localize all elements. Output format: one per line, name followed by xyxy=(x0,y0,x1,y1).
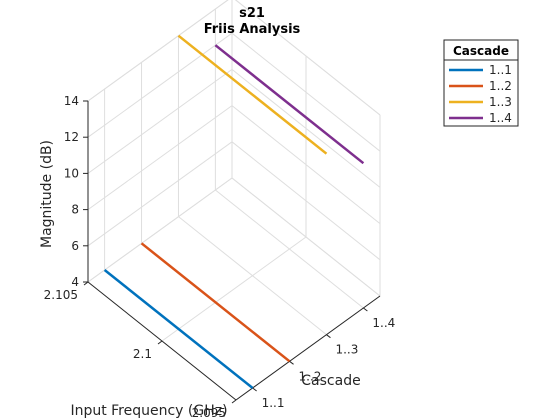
side-wall-gridline xyxy=(231,141,381,261)
chart-title: s21 xyxy=(239,6,265,21)
x-axis-label: Input Frequency (GHz) xyxy=(70,403,227,419)
side-wall-gridline xyxy=(231,32,381,152)
z-tick-label: 6 xyxy=(71,239,79,253)
floor-gridline xyxy=(178,216,327,336)
legend-entry-label: 1..3 xyxy=(489,95,512,109)
chart-subtitle: Friis Analysis xyxy=(204,22,301,37)
y-tick-label: 1..3 xyxy=(335,343,358,357)
floor-gridline xyxy=(87,177,233,283)
x-tick-label: 2.105 xyxy=(44,288,78,302)
y-tick-label: 1..4 xyxy=(372,316,395,330)
x-tick-mark xyxy=(83,281,89,286)
legend-entry-label: 1..2 xyxy=(489,79,512,93)
floor-gridline xyxy=(215,189,364,309)
x-tick-label: 2.1 xyxy=(133,347,152,361)
box-edge xyxy=(87,0,229,102)
y-tick-mark xyxy=(326,334,331,339)
x-tick-label: 2.095 xyxy=(192,406,226,420)
y-tick-mark xyxy=(289,360,294,365)
x-tick-mark xyxy=(157,340,163,345)
series-line xyxy=(214,44,365,165)
side-wall-gridline xyxy=(231,105,381,224)
box-edge xyxy=(231,177,381,297)
back-wall-gridline xyxy=(87,32,233,138)
tick-labels: 4 6 8 10 12 14 2.105 2.1 2.095 1..1 1..2 1..3 1..4 xyxy=(44,94,396,420)
legend-entry-label: 1..1 xyxy=(489,63,512,77)
legend: Cascade 1..1 1..2 1..3 1..4 xyxy=(443,39,519,127)
back-wall-gridline xyxy=(87,105,233,211)
y-axis-label: Cascade xyxy=(301,373,360,389)
series-lines xyxy=(103,34,365,389)
legend-entry-label: 1..4 xyxy=(489,111,512,125)
legend-entries: 1..1 1..2 1..3 1..4 xyxy=(449,63,512,125)
y-tick-mark xyxy=(363,307,368,312)
legend-box xyxy=(443,39,519,127)
box-edge xyxy=(234,0,381,116)
legend-title: Cascade xyxy=(453,44,509,58)
y-tick-label: 1..2 xyxy=(299,369,322,383)
z-axis-label: Magnitude (dB) xyxy=(39,140,55,248)
series-line xyxy=(177,34,328,155)
side-wall-gridline xyxy=(231,69,381,188)
series-line xyxy=(140,242,291,363)
back-wall-gridline xyxy=(87,141,233,247)
floor-gridline xyxy=(161,236,307,342)
z-tick-label: 10 xyxy=(64,166,79,180)
z-tick-label: 4 xyxy=(71,275,79,289)
axes xyxy=(83,100,381,404)
x-tick-mark xyxy=(231,399,237,404)
z-tick-label: 8 xyxy=(71,203,79,217)
z-tick-label: 12 xyxy=(64,130,79,144)
back-wall-gridline xyxy=(87,68,233,174)
z-tick-label: 14 xyxy=(64,94,79,108)
series-line xyxy=(103,269,254,389)
y-tick-label: 1..1 xyxy=(262,396,285,410)
y-axis-line xyxy=(235,295,381,401)
y-tick-mark xyxy=(252,387,257,392)
